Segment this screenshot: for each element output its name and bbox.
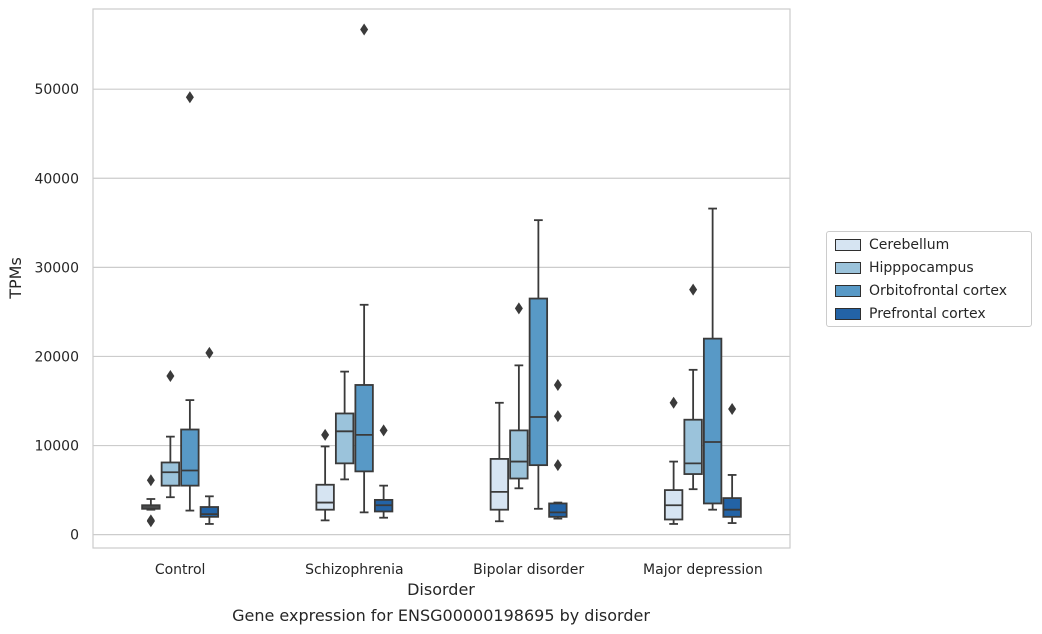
y-tick-label: 30000 bbox=[34, 260, 79, 276]
y-tick-label: 40000 bbox=[34, 171, 79, 187]
box-iqr bbox=[509, 429, 529, 480]
legend-swatch bbox=[835, 239, 861, 251]
outlier-point bbox=[728, 403, 737, 416]
legend-swatch bbox=[835, 285, 861, 297]
outlier-point bbox=[553, 410, 562, 423]
box-hipppocampus bbox=[334, 370, 355, 481]
y-axis-ticks: 0 10000 20000 30000 40000 50000 bbox=[34, 82, 79, 543]
box-hipppocampus bbox=[683, 283, 703, 491]
y-tick-label: 0 bbox=[70, 528, 79, 544]
box-iqr bbox=[354, 384, 374, 473]
box-prefrontal-cortex bbox=[373, 424, 394, 519]
legend-item-hippocampus: Hipppocampus bbox=[835, 258, 974, 278]
chart-caption: Gene expression for ENSG00000198695 by d… bbox=[232, 606, 650, 625]
box-cerebellum bbox=[315, 428, 335, 522]
x-tick-label: Major depression bbox=[643, 562, 763, 578]
y-axis-label: TPMs bbox=[6, 257, 25, 300]
legend-label: Cerebellum bbox=[869, 237, 950, 253]
box-prefrontal-cortex bbox=[199, 346, 220, 525]
box-iqr bbox=[160, 461, 181, 487]
box-hipppocampus bbox=[160, 370, 181, 499]
legend-swatch bbox=[835, 308, 861, 320]
box-cerebellum bbox=[141, 474, 161, 528]
box-orbitofrontal-cortex bbox=[354, 23, 374, 514]
box-iqr bbox=[334, 412, 355, 465]
x-tick-label: Schizophrenia bbox=[305, 562, 403, 578]
outlier-point bbox=[669, 396, 678, 409]
outlier-point bbox=[514, 302, 523, 315]
outlier-point bbox=[146, 514, 155, 527]
y-tick-label: 10000 bbox=[34, 439, 79, 455]
y-tick-label: 50000 bbox=[34, 82, 79, 98]
box-cerebellum bbox=[489, 401, 510, 523]
outlier-point bbox=[166, 370, 175, 383]
legend-label: Hipppocampus bbox=[869, 260, 974, 276]
outlier-point bbox=[553, 378, 562, 391]
box-iqr bbox=[199, 506, 220, 518]
box-iqr bbox=[683, 418, 703, 475]
box-iqr bbox=[722, 497, 742, 518]
outlier-point bbox=[185, 91, 194, 104]
legend-item-prefrontal-cortex: Prefrontal cortex bbox=[835, 304, 986, 324]
box-series bbox=[141, 23, 742, 528]
legend-item-cerebellum: Cerebellum bbox=[835, 235, 949, 255]
plot-frame bbox=[92, 8, 791, 549]
box-cerebellum bbox=[663, 396, 684, 525]
legend-label: Prefrontal cortex bbox=[869, 306, 986, 322]
x-axis-ticks: Control Schizophrenia Bipolar disorder Majo… bbox=[155, 562, 763, 578]
box-prefrontal-cortex bbox=[722, 403, 742, 524]
box-orbitofrontal-cortex bbox=[528, 219, 549, 510]
x-axis-label: Disorder bbox=[407, 580, 475, 599]
legend: Cerebellum Hipppocampus Orbitofrontal co… bbox=[826, 231, 1032, 327]
box-prefrontal-cortex bbox=[548, 378, 568, 520]
outlier-point bbox=[379, 424, 388, 437]
box-iqr bbox=[548, 502, 568, 518]
outlier-point bbox=[205, 346, 214, 359]
box-iqr bbox=[489, 458, 510, 511]
x-tick-label: Control bbox=[155, 562, 206, 578]
outlier-point bbox=[360, 23, 369, 36]
box-iqr bbox=[702, 337, 723, 505]
outlier-point bbox=[689, 283, 698, 296]
y-tick-label: 20000 bbox=[34, 349, 79, 365]
box-iqr bbox=[528, 297, 549, 467]
box-iqr bbox=[180, 428, 200, 487]
box-iqr bbox=[315, 483, 335, 511]
box-orbitofrontal-cortex bbox=[702, 207, 723, 511]
outlier-point bbox=[146, 474, 155, 487]
outlier-point bbox=[553, 459, 562, 472]
box-orbitofrontal-cortex bbox=[180, 91, 200, 512]
legend-label: Orbitofrontal cortex bbox=[869, 283, 1007, 299]
legend-swatch bbox=[835, 262, 861, 274]
legend-item-orbitofrontal-cortex: Orbitofrontal cortex bbox=[835, 281, 1007, 301]
outlier-point bbox=[321, 428, 330, 441]
box-hipppocampus bbox=[509, 302, 529, 490]
x-tick-label: Bipolar disorder bbox=[473, 562, 584, 578]
